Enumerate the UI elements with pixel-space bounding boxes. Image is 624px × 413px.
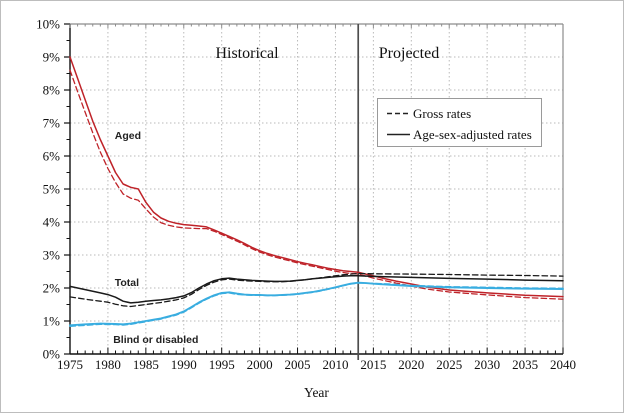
- y-tick-label: 8%: [43, 83, 61, 98]
- x-tick-label: 2000: [247, 357, 273, 372]
- y-tick-label: 5%: [43, 182, 61, 197]
- x-tick-label: 1980: [95, 357, 121, 372]
- x-tick-label: 2025: [436, 357, 462, 372]
- y-tick-label: 3%: [43, 248, 61, 263]
- y-tick-label: 9%: [43, 50, 61, 65]
- series-total-dashed: [69, 272, 564, 308]
- legend-label-solid: Age-sex-adjusted rates: [413, 127, 532, 142]
- legend-box: [377, 98, 542, 147]
- y-tick-label: 10%: [36, 17, 60, 32]
- y-tick-label: 2%: [43, 281, 61, 296]
- legend-label-dashed: Gross rates: [413, 106, 471, 121]
- series-label-aged: Aged: [115, 130, 141, 142]
- x-tick-label: 2020: [398, 357, 424, 372]
- series-label-blind-or-disabled: Blind or disabled: [113, 334, 198, 346]
- x-tick-label: 2040: [550, 357, 576, 372]
- x-tick-label: 2035: [512, 357, 538, 372]
- series-label-total: Total: [115, 277, 139, 289]
- series-blind_or_disabled-solid: [69, 281, 564, 327]
- x-tick-label: 1990: [171, 357, 197, 372]
- x-tick-label: 2030: [474, 357, 500, 372]
- y-tick-label: 7%: [43, 116, 61, 131]
- annotation-projected: Projected: [379, 45, 439, 62]
- x-tick-label: 1995: [209, 357, 235, 372]
- y-tick-label: 6%: [43, 149, 61, 164]
- series-aged-dashed: [69, 69, 564, 300]
- y-tick-label: 4%: [43, 215, 61, 230]
- x-tick-label: 2010: [322, 357, 348, 372]
- x-tick-label: 1975: [57, 357, 83, 372]
- annotation-historical: Historical: [215, 45, 279, 62]
- x-tick-label: 2015: [360, 357, 386, 372]
- series-aged-solid: [69, 56, 564, 298]
- x-axis-title: Year: [304, 385, 329, 400]
- y-tick-label: 0%: [43, 347, 61, 362]
- x-tick-label: 2005: [285, 357, 311, 372]
- series-total-solid: [69, 275, 564, 304]
- y-tick-label: 1%: [43, 314, 61, 329]
- x-tick-label: 1985: [133, 357, 159, 372]
